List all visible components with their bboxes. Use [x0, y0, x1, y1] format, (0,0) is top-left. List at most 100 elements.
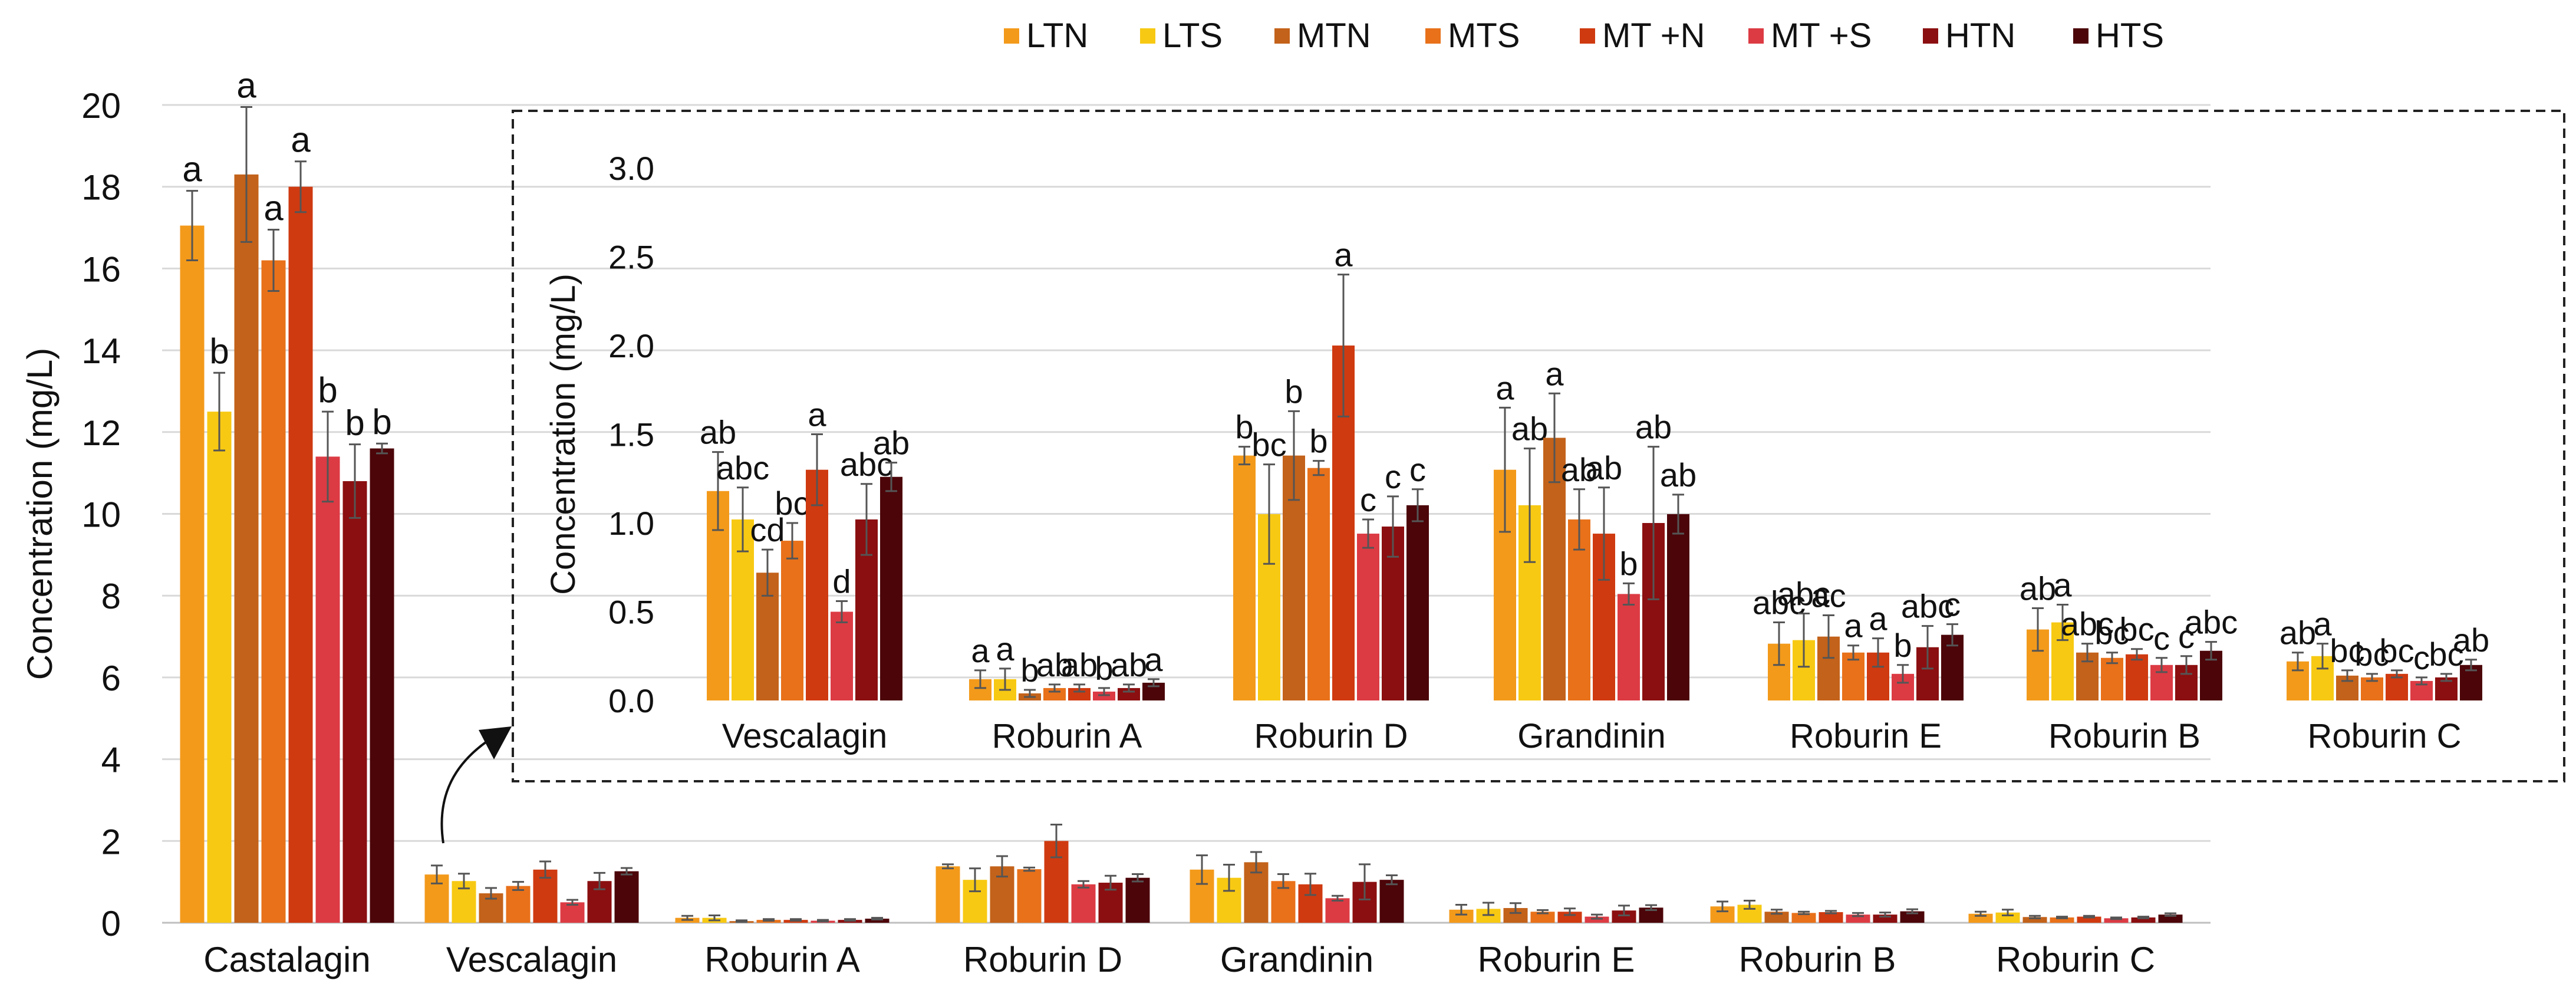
inset-significance-label: a: [1334, 236, 1353, 274]
significance-label: a: [182, 150, 202, 189]
inset-significance-label: bc: [2330, 632, 2364, 669]
inset-significance-label: d: [832, 562, 851, 600]
inset-significance-label: a: [1495, 369, 1514, 406]
legend-label: LTN: [1026, 17, 1088, 55]
inset-significance-label: a: [996, 630, 1014, 667]
inset-significance-label: c: [1385, 458, 1401, 495]
legend-label: HTS: [2096, 17, 2164, 55]
legend-swatch: [1140, 28, 1155, 44]
legend-swatch: [1004, 28, 1019, 44]
inset-significance-label: ab: [1061, 646, 1098, 683]
inset-significance-label: a: [808, 396, 826, 433]
y-tick-label: 20: [81, 86, 121, 126]
inset-y-tick-label: 3.0: [608, 150, 654, 187]
legend-label: HTN: [1945, 17, 2015, 55]
x-tick-label: Roburin B: [1739, 940, 1896, 979]
arrow-line: [440, 733, 499, 844]
legend-swatch: [2073, 28, 2089, 44]
inset-significance-label: bc: [2354, 636, 2389, 673]
inset-significance-label: c: [2153, 620, 2170, 657]
inset-frame: [512, 110, 2565, 782]
inset-y-tick-label: 2.5: [608, 239, 654, 276]
inset-significance-label: abc: [1901, 588, 1954, 625]
inset-significance-label: abc: [1753, 584, 1806, 621]
inset-significance-label: a: [2313, 606, 2332, 643]
legend-label: MTN: [1297, 17, 1371, 55]
inset-significance-label: c: [1360, 481, 1376, 518]
bar: [261, 260, 286, 923]
bar: [1017, 869, 1042, 923]
inset-y-tick-label: 0.0: [608, 682, 654, 719]
y-tick-label: 16: [81, 249, 121, 289]
bar: [1791, 913, 1816, 923]
significance-label: b: [372, 402, 391, 442]
inset-significance-label: bc: [2119, 611, 2154, 648]
legend-label: LTS: [1162, 17, 1223, 55]
inset-y-tick-label: 1.0: [608, 505, 654, 542]
x-tick-label: Roburin E: [1478, 940, 1635, 979]
inset-significance-label: bc: [2094, 614, 2129, 652]
bar: [1612, 910, 1636, 923]
y-tick-label: 4: [101, 741, 121, 780]
inset-significance-label: cd: [750, 511, 785, 548]
inset-bar: [831, 611, 853, 700]
x-tick-label: Roburin A: [704, 940, 860, 979]
bar: [1379, 880, 1404, 923]
bar: [315, 456, 340, 923]
inset-y-tick-label: 2.0: [608, 327, 654, 364]
inset-significance-label: ab: [1036, 646, 1073, 683]
bar: [1557, 912, 1582, 923]
bar: [342, 481, 367, 923]
inset-significance-label: b: [1619, 545, 1638, 582]
inset-bar: [2386, 673, 2408, 700]
inset-significance-label: abc: [2061, 606, 2114, 643]
inset-significance-label: ab: [1111, 646, 1147, 683]
bar: [1530, 912, 1555, 923]
inset-bar: [880, 476, 902, 700]
legend-label: MTS: [1448, 17, 1520, 55]
inset-significance-label: c: [2413, 639, 2430, 676]
inset-significance-label: ab: [2453, 621, 2489, 659]
inset-significance-label: ab: [1511, 410, 1548, 448]
y-axis-title: Concentration (mg/L): [20, 348, 60, 680]
bar: [614, 871, 639, 923]
inset-significance-label: bc: [775, 485, 809, 522]
inset-significance-label: ab: [700, 414, 736, 451]
inset-bar: [2126, 654, 2148, 700]
y-tick-label: 6: [101, 659, 121, 698]
bar: [560, 902, 585, 923]
inset-significance-label: abc: [1777, 575, 1830, 613]
inset-significance-label: ab: [1660, 456, 1697, 494]
bar: [1325, 898, 1350, 923]
bar: [370, 448, 394, 923]
inset-significance-label: abc: [716, 449, 769, 486]
inset-significance-label: ab: [2279, 614, 2316, 652]
inset-significance-label: ab: [1561, 451, 1597, 488]
inset-x-tick-label: Roburin B: [2048, 717, 2201, 755]
x-tick-label: Vescalagin: [446, 940, 617, 979]
legend-swatch: [1580, 28, 1595, 44]
inset-significance-label: a: [1844, 607, 1863, 644]
inset-significance-label: c: [1944, 586, 1961, 623]
bar: [1995, 912, 2020, 923]
inset-y-tick-label: 1.5: [608, 416, 654, 453]
y-tick-label: 8: [101, 577, 121, 616]
significance-label: a: [263, 189, 284, 228]
bar: [1900, 911, 1925, 923]
significance-label: b: [345, 403, 364, 443]
y-tick-label: 14: [81, 331, 121, 371]
bar: [1764, 912, 1789, 923]
legend-swatch: [1425, 28, 1441, 44]
x-tick-label: Roburin C: [1996, 940, 2155, 979]
inset-significance-label: b: [1020, 652, 1039, 689]
y-tick-label: 0: [101, 904, 121, 943]
inset-significance-label: b: [1095, 650, 1113, 687]
inset-y-axis-title: Concentration (mg/L): [544, 274, 582, 595]
bar: [234, 174, 259, 923]
inset-x-tick-label: Vescalagin: [722, 717, 888, 755]
bar: [288, 186, 313, 923]
legend-label: MT +N: [1602, 17, 1705, 55]
inset-bar: [781, 541, 803, 700]
inset-significance-label: b: [1235, 409, 1253, 446]
bar: [1846, 915, 1870, 923]
